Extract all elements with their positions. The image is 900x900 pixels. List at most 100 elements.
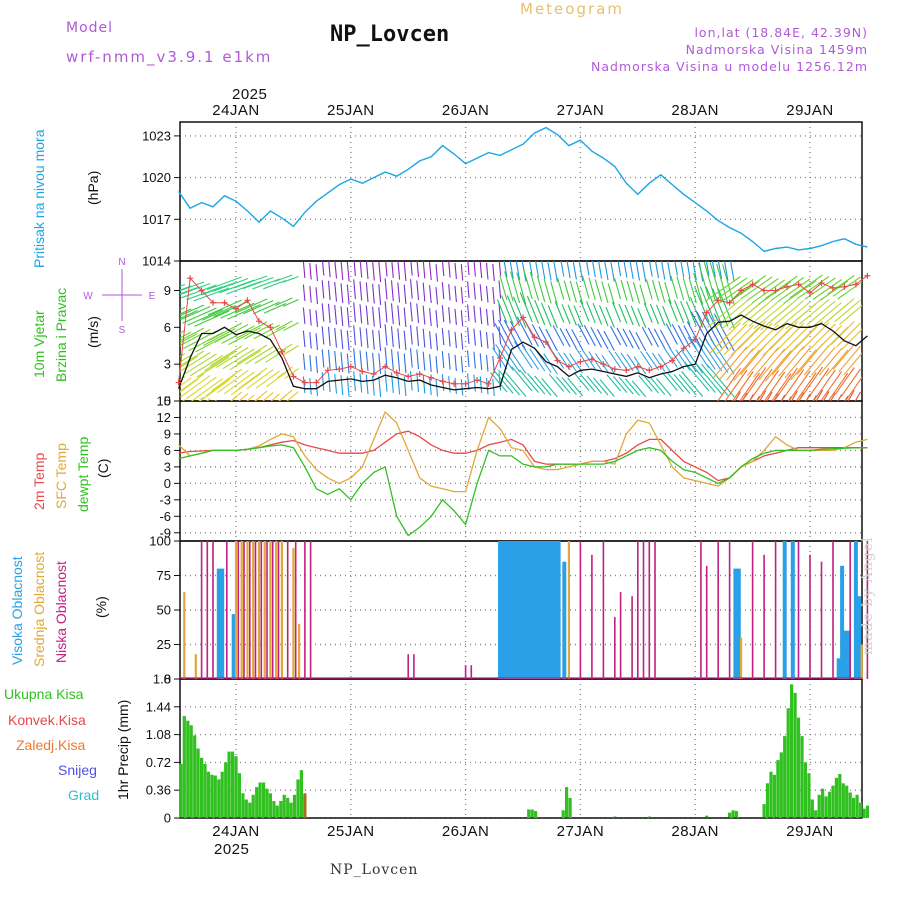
wind-vector [448,376,451,393]
cloud-high-bar [535,541,540,679]
wind-gust-marker [278,348,285,355]
cloud-high-bar [518,541,523,679]
precip-bar [855,794,859,818]
wind-vector [403,284,407,305]
wind-vector [553,261,558,283]
cloud-low-bar [797,541,800,679]
precip-bar [279,801,283,818]
precip-bar [203,763,207,818]
wind-gust-marker [313,379,320,386]
wind-vector [238,393,249,401]
wind-gust-marker [772,287,779,294]
cloud-high-bar [546,541,551,679]
wind-vector [759,390,767,401]
precip-bar [821,788,825,818]
wind-vector [586,375,603,394]
wind-vector [172,403,198,425]
wind-vector [633,356,647,375]
wind-gust-marker [405,373,412,380]
cloud-low-bar [277,541,280,679]
wind-vector [684,361,710,392]
wind-gust-marker [428,374,435,381]
wind-gust-marker [657,363,664,370]
wind-vector [714,300,748,329]
wind-vector [567,377,584,397]
cloud-low-bar [470,665,473,679]
wind-vector [410,261,413,276]
wind-vector [618,303,628,324]
wind-vector [230,391,243,401]
wind-vector [585,301,596,324]
wind-vector [215,347,249,368]
wind-vector [723,325,754,355]
cloud-low-bar [309,541,312,679]
freezing-rain-bar [303,793,307,818]
wind-vector [460,379,464,396]
cloud-high-bar [504,541,509,679]
wind-vector [825,349,849,377]
cloud-low-bar [294,541,297,679]
wind-vector [694,286,710,323]
precip-bar [213,775,217,818]
wind-vector [704,338,729,373]
wind-vector [799,366,824,401]
wind-vector [630,305,641,327]
wind-gust-marker [726,299,733,306]
wind-gust-marker [829,285,836,292]
wind-gust-marker [198,287,205,294]
wind-vector [561,304,571,325]
wind-vector [165,375,178,385]
cloud-mid-bar [292,547,295,679]
cloud-low-bar [579,541,582,679]
wind-vector [180,350,205,367]
wind-vector [315,287,319,305]
wind-vector [662,305,672,328]
wind-vector [837,281,862,300]
cloud-low-bar [717,541,719,679]
wind-vector [680,300,691,325]
wind-vector [622,328,634,349]
pressure-unit: (hPa) [85,171,101,205]
wind-vector [309,309,312,326]
cloud-mid-bar [298,623,301,679]
wind-vector [694,362,723,395]
wind-vector [748,301,779,327]
wind-vector [618,376,634,395]
wind-vector [193,402,223,427]
wind-vector [409,325,413,345]
y-tick-label: 50 [157,603,171,618]
model-name: wrf-nmm_v3.9.1 e1km [66,48,273,66]
wind-vector [790,390,798,401]
wind-vector [238,367,268,390]
cloud-high-bar [532,541,537,679]
wind-vector [378,376,382,398]
wind-vector [711,261,716,278]
wind-vector [384,301,388,323]
wind-vector [435,310,439,328]
wind-vector [678,374,697,396]
temp-dewpt-label: dewpt Temp [75,437,91,512]
wind-vector [365,351,369,372]
wind-vector [334,304,338,325]
wind-gust-marker [462,380,469,387]
wind-vector [429,354,432,373]
cloud-mid-bar [194,654,197,679]
panel-pressure: 1014 1017 1020 1023 [142,121,863,269]
precip-bar [206,771,210,818]
wind-vector [397,351,401,372]
temp-dewpt-line [178,444,868,537]
wind-vector [283,322,299,331]
wind-gust-marker [255,318,262,325]
wind-vector [559,328,571,348]
wind-vector [585,261,590,276]
wind-vector [204,351,236,372]
wind-vector [604,261,609,281]
wind-vector [526,295,540,324]
wind-vector [563,352,577,372]
wind-vector [795,372,817,401]
elevation-label: Nadmorska Visina 1459m [685,42,868,57]
wind-vector [596,328,609,350]
wind-vector [626,280,634,303]
wind-vector [278,389,293,401]
